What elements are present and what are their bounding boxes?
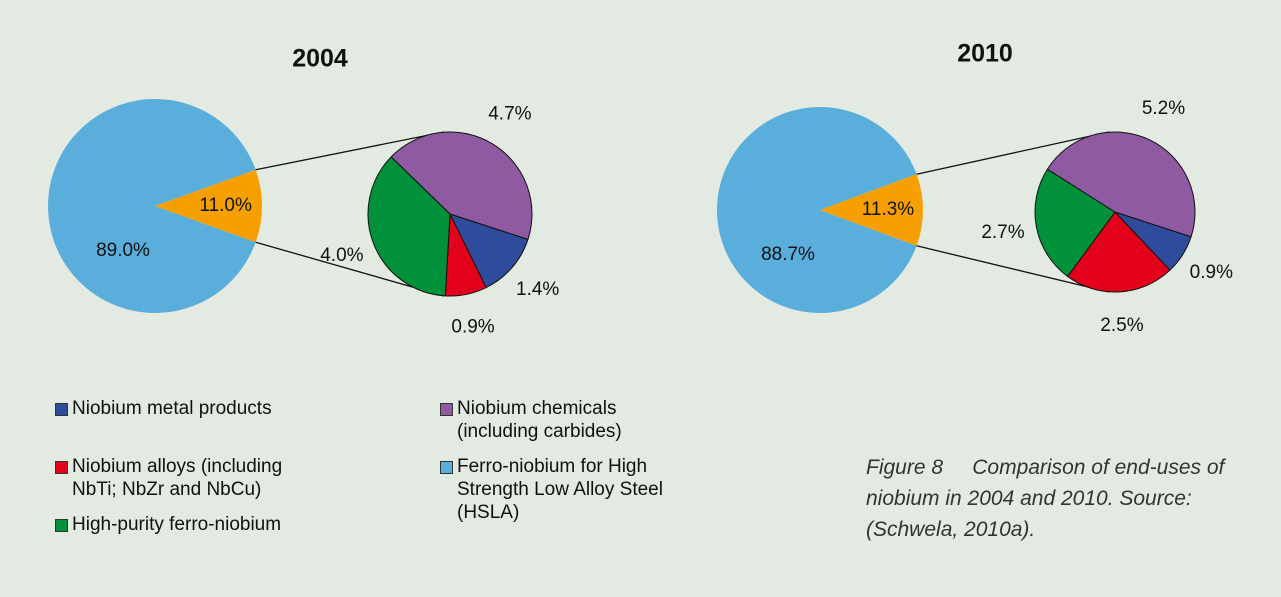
pie-slice bbox=[48, 98, 256, 313]
legend-item: High-purity ferro-niobium bbox=[55, 513, 355, 536]
legend-swatch bbox=[440, 403, 453, 416]
connector bbox=[916, 131, 1110, 175]
sub-pie-slice bbox=[390, 131, 533, 240]
caption-label: Figure 8 bbox=[866, 456, 944, 479]
legend-item: Niobium chemicals (including carbides) bbox=[440, 397, 740, 443]
legend-swatch bbox=[55, 461, 68, 474]
sub-pie-slice bbox=[449, 213, 529, 289]
data-label: 1.4% bbox=[516, 279, 559, 300]
legend-label: Ferro-niobium for High Strength Low Allo… bbox=[457, 456, 663, 523]
sub-pie-slice bbox=[367, 156, 451, 297]
caption: Figure 8 Comparison of end-uses of niobi… bbox=[866, 452, 1246, 545]
chart: 2004 89.0% 11.0% 1.4% 0.9% 4.0% 4.7% 2010 88.7% 1… bbox=[48, 40, 1233, 338]
legend-label: High-purity ferro-niobium bbox=[72, 514, 282, 535]
chart-title: 2004 bbox=[292, 45, 348, 73]
legend-swatch bbox=[440, 461, 453, 474]
data-label: 11.3% bbox=[862, 199, 915, 220]
legend-label: Niobium metal products bbox=[72, 398, 272, 419]
data-label: 4.0% bbox=[320, 245, 363, 266]
data-label: 4.7% bbox=[488, 104, 531, 125]
data-label: 5.2% bbox=[1142, 98, 1185, 119]
connector bbox=[255, 131, 445, 171]
legend-swatch bbox=[55, 403, 68, 416]
pie-slice bbox=[717, 107, 917, 314]
data-label: 0.9% bbox=[1190, 262, 1233, 283]
chart-title: 2010 bbox=[957, 40, 1013, 68]
data-label: 88.7% bbox=[761, 244, 815, 265]
data-label: 0.9% bbox=[451, 317, 494, 338]
sub-pie-slice bbox=[1034, 168, 1116, 278]
connector bbox=[916, 245, 1110, 293]
data-label: 2.7% bbox=[981, 222, 1024, 243]
data-label: 89.0% bbox=[96, 240, 150, 261]
caption-text: Comparison of end-uses of niobium in 200… bbox=[866, 456, 1225, 541]
pie-slice bbox=[820, 174, 923, 246]
data-label: 2.5% bbox=[1100, 315, 1143, 336]
legend-item: Ferro-niobium for High Strength Low Allo… bbox=[440, 455, 740, 524]
legend-label: Niobium chemicals (including carbides) bbox=[457, 398, 622, 442]
legend-item: Niobium metal products bbox=[55, 397, 355, 420]
legend-item: Niobium alloys (including NbTi; NbZr and… bbox=[55, 455, 355, 501]
sub-pie-slice bbox=[1046, 131, 1196, 238]
pie-slice bbox=[155, 169, 262, 243]
legend-swatch bbox=[55, 519, 68, 532]
data-label: 11.0% bbox=[199, 195, 252, 216]
sub-pie-slice bbox=[1066, 211, 1171, 293]
legend-label: Niobium alloys (including NbTi; NbZr and… bbox=[72, 456, 283, 500]
